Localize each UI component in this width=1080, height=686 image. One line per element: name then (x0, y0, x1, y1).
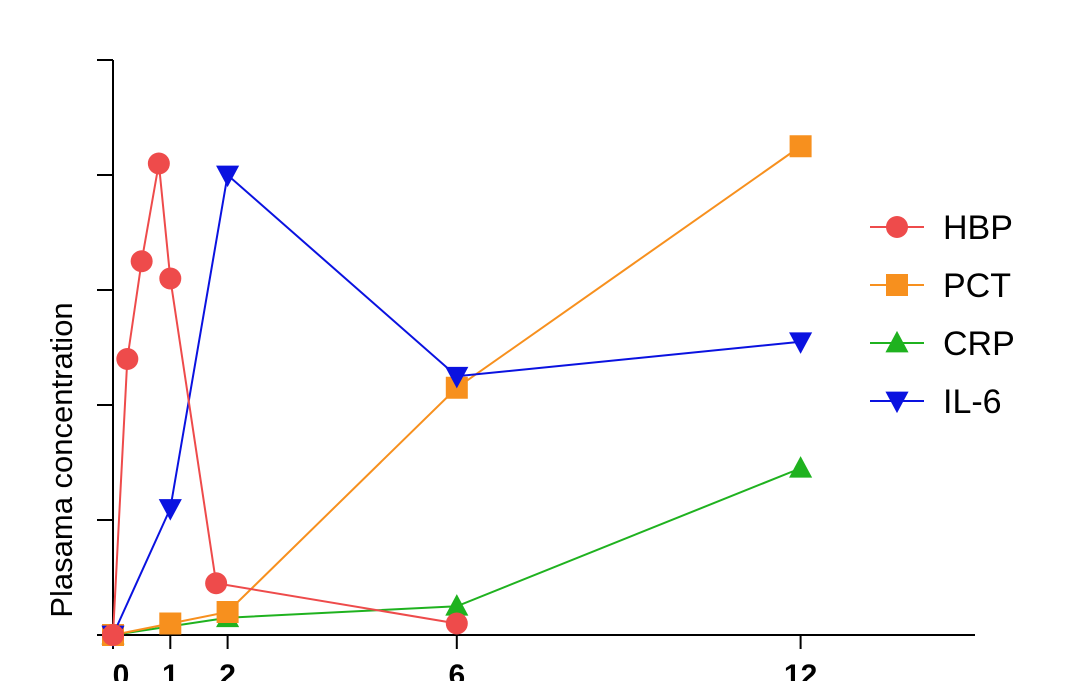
legend-item-il6: IL-6 (870, 383, 1002, 421)
legend: HBP PCT CRP IL-6 (870, 209, 1015, 421)
series-il6 (101, 165, 813, 648)
legend-label: HBP (943, 209, 1013, 247)
data-point (158, 499, 182, 521)
data-point (789, 332, 813, 354)
data-point (445, 366, 469, 389)
series-line (112, 163, 457, 636)
data-point (130, 250, 153, 273)
data-point (159, 612, 182, 635)
x-tick-label: 2 (219, 659, 236, 681)
series-layer (101, 135, 813, 648)
legend-label: IL-6 (943, 383, 1002, 421)
axes: 0 1 2 6 12 (97, 59, 975, 686)
data-point (205, 572, 228, 595)
data-point (147, 152, 170, 175)
x-tick-label: 12 (784, 659, 817, 681)
data-point (116, 348, 139, 370)
x-tick-label: 0 (113, 659, 130, 681)
legend-marker (886, 274, 908, 296)
x-tick-label: 1 (162, 659, 179, 681)
series-hbp (102, 152, 468, 646)
legend-marker (886, 216, 908, 238)
data-point (445, 612, 468, 635)
series-line (112, 173, 801, 636)
data-point (216, 601, 239, 623)
data-point (216, 165, 240, 188)
data-point (159, 267, 182, 290)
data-point (102, 624, 124, 646)
legend-marker (885, 330, 909, 353)
legend-item-pct: PCT (870, 267, 1011, 305)
legend-label: PCT (943, 267, 1011, 305)
data-point (789, 456, 813, 478)
data-point (789, 135, 812, 158)
legend-label: CRP (943, 325, 1015, 363)
legend-item-hbp: HBP (870, 209, 1013, 247)
legend-marker (885, 391, 909, 414)
legend-item-crp: CRP (870, 325, 1015, 363)
x-tick-label: 6 (448, 659, 465, 681)
series-pct (102, 135, 812, 646)
y-axis-title: Plasama concentration (44, 302, 79, 617)
data-point (445, 594, 469, 616)
